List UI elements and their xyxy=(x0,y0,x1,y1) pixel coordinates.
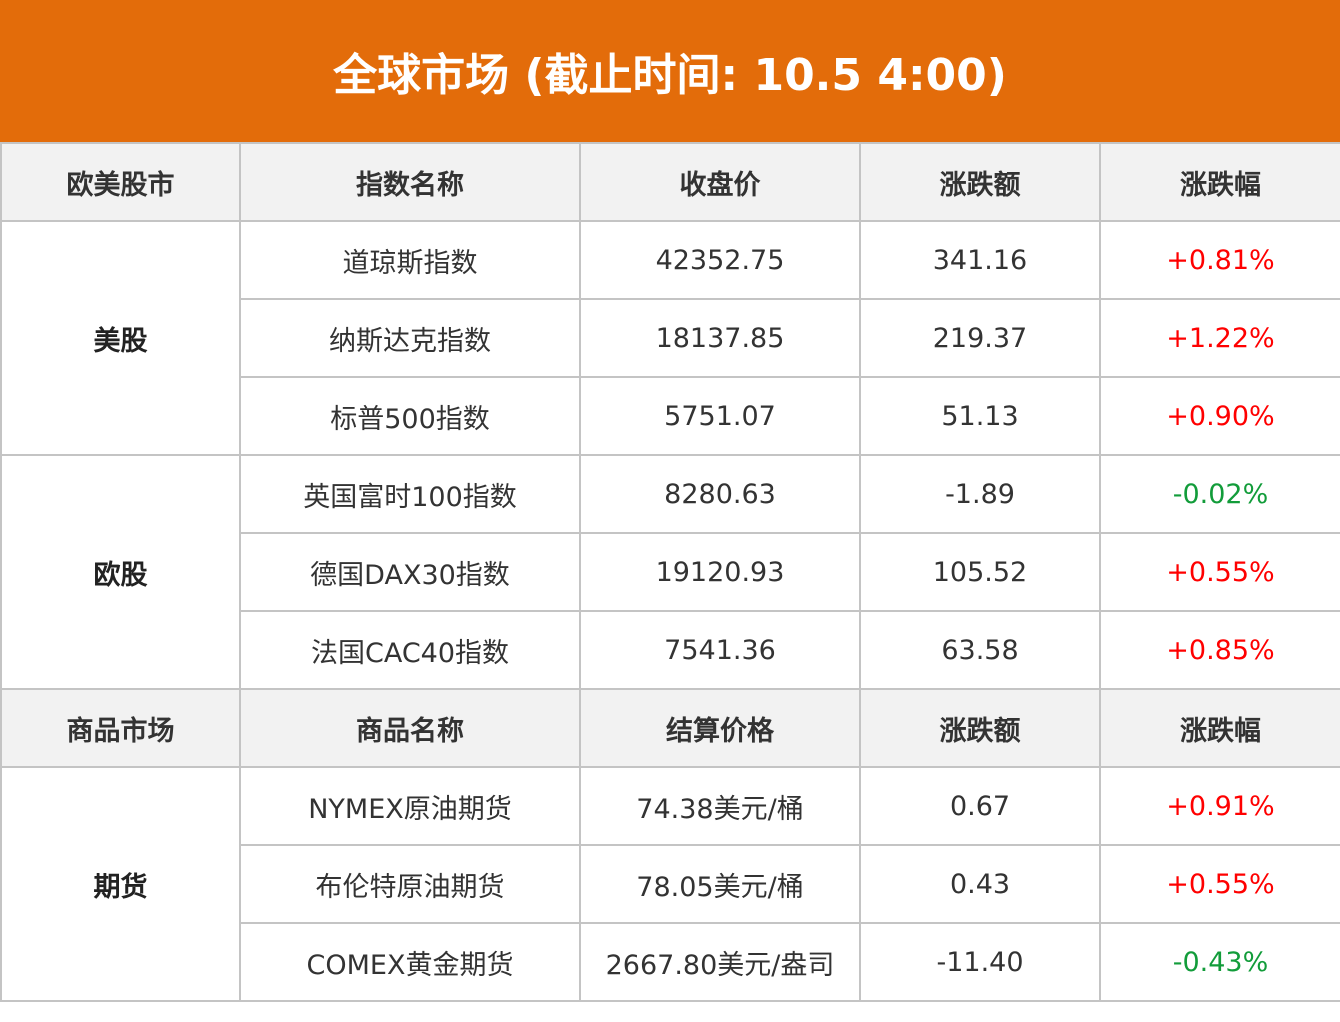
price-cell: 42352.75 xyxy=(579,220,861,300)
column-header: 涨跌幅 xyxy=(1099,142,1340,222)
table-row: 标普500指数 5751.07 51.13 +0.90% xyxy=(1,376,1340,456)
column-header: 欧美股市 xyxy=(0,142,241,222)
change-cell: 105.52 xyxy=(859,532,1101,612)
category-cell: 期货 xyxy=(0,766,241,1002)
percent-cell: +0.85% xyxy=(1099,610,1340,690)
column-header: 涨跌额 xyxy=(859,142,1101,222)
page-title: 全球市场 (截止时间: 10.5 4:00) xyxy=(0,0,1340,142)
column-header: 商品市场 xyxy=(0,688,241,768)
price-cell: 8280.63 xyxy=(579,454,861,534)
table-row: 纳斯达克指数 18137.85 219.37 +1.22% xyxy=(1,298,1340,378)
change-cell: 219.37 xyxy=(859,298,1101,378)
name-cell: COMEX黄金期货 xyxy=(239,922,581,1002)
table-row: 期货 NYMEX原油期货 74.38美元/桶 0.67 +0.91% xyxy=(0,766,1340,1002)
change-cell: 0.43 xyxy=(859,844,1101,924)
percent-cell: +0.55% xyxy=(1099,844,1340,924)
price-cell: 19120.93 xyxy=(579,532,861,612)
percent-cell: +0.81% xyxy=(1099,220,1340,300)
market-table: 欧美股市 指数名称 收盘价 涨跌额 涨跌幅 美股 道琼斯指数 42352.75 341.16 +0… xyxy=(0,142,1340,1002)
table-row: 欧股 英国富时100指数 8280.63 -1.89 -0.02% xyxy=(0,454,1340,690)
name-cell: 德国DAX30指数 xyxy=(239,532,581,612)
table-row: 法国CAC40指数 7541.36 63.58 +0.85% xyxy=(1,610,1340,690)
percent-cell: +0.91% xyxy=(1099,766,1340,846)
column-header: 收盘价 xyxy=(579,142,861,222)
name-cell: 道琼斯指数 xyxy=(239,220,581,300)
price-cell: 7541.36 xyxy=(579,610,861,690)
change-cell: -1.89 xyxy=(859,454,1101,534)
column-header: 涨跌额 xyxy=(859,688,1101,768)
header-row: 商品市场 商品名称 结算价格 涨跌额 涨跌幅 xyxy=(0,688,1340,768)
percent-cell: -0.02% xyxy=(1099,454,1340,534)
name-cell: 布伦特原油期货 xyxy=(239,844,581,924)
table-row: 德国DAX30指数 19120.93 105.52 +0.55% xyxy=(1,532,1340,612)
price-cell: 18137.85 xyxy=(579,298,861,378)
category-cell: 美股 xyxy=(0,220,241,456)
change-cell: 0.67 xyxy=(859,766,1101,846)
change-cell: 63.58 xyxy=(859,610,1101,690)
column-header: 指数名称 xyxy=(239,142,581,222)
change-cell: 341.16 xyxy=(859,220,1101,300)
percent-cell: -0.43% xyxy=(1099,922,1340,1002)
name-cell: 纳斯达克指数 xyxy=(239,298,581,378)
name-cell: 英国富时100指数 xyxy=(239,454,581,534)
change-cell: -11.40 xyxy=(859,922,1101,1002)
price-cell: 74.38美元/桶 xyxy=(579,766,861,846)
table-row: 美股 道琼斯指数 42352.75 341.16 +0.81% xyxy=(0,220,1340,456)
column-header: 商品名称 xyxy=(239,688,581,768)
change-cell: 51.13 xyxy=(859,376,1101,456)
category-cell: 欧股 xyxy=(0,454,241,690)
percent-cell: +0.90% xyxy=(1099,376,1340,456)
percent-cell: +0.55% xyxy=(1099,532,1340,612)
price-cell: 2667.80美元/盎司 xyxy=(579,922,861,1002)
percent-cell: +1.22% xyxy=(1099,298,1340,378)
name-cell: 法国CAC40指数 xyxy=(239,610,581,690)
price-cell: 78.05美元/桶 xyxy=(579,844,861,924)
name-cell: 标普500指数 xyxy=(239,376,581,456)
name-cell: NYMEX原油期货 xyxy=(239,766,581,846)
column-header: 涨跌幅 xyxy=(1099,688,1340,768)
column-header: 结算价格 xyxy=(579,688,861,768)
price-cell: 5751.07 xyxy=(579,376,861,456)
table-row: 布伦特原油期货 78.05美元/桶 0.43 +0.55% xyxy=(1,844,1340,924)
header-row: 欧美股市 指数名称 收盘价 涨跌额 涨跌幅 xyxy=(0,142,1340,222)
table-row: COMEX黄金期货 2667.80美元/盎司 -11.40 -0.43% xyxy=(1,922,1340,1002)
